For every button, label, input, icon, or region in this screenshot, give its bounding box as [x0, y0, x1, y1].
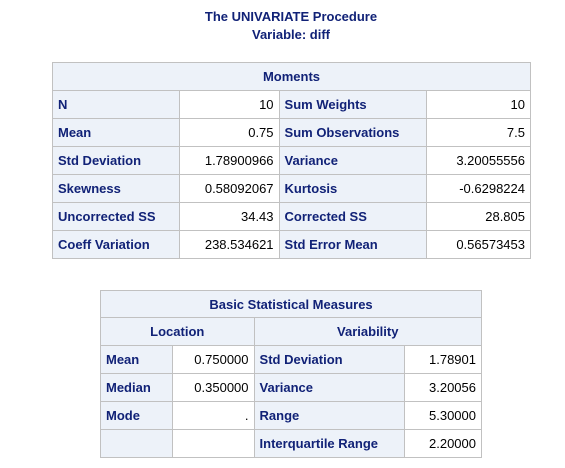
table-row: Std Deviation 1.78900966 Variance 3.2005…: [52, 146, 531, 175]
variability-value: 5.30000: [404, 401, 482, 430]
row-label: Variance: [278, 146, 428, 175]
location-value: 0.750000: [171, 345, 255, 374]
cell-value: 238.534621: [178, 230, 280, 259]
basic-measures-caption: Basic Statistical Measures: [100, 290, 482, 318]
table-row: Median 0.350000 Variance 3.20056: [100, 373, 482, 402]
row-label: Std Error Mean: [278, 230, 428, 259]
row-label: Corrected SS: [278, 202, 428, 231]
table-row: Interquartile Range 2.20000: [100, 429, 482, 458]
row-label: Std Deviation: [52, 146, 180, 175]
cell-value: 7.5: [426, 118, 531, 147]
row-label: Coeff Variation: [52, 230, 180, 259]
variability-value: 1.78901: [404, 345, 482, 374]
cell-value: 10: [426, 90, 531, 119]
moments-caption: Moments: [52, 62, 531, 91]
location-label: Median: [100, 373, 173, 402]
row-label: N: [52, 90, 180, 119]
variability-header: Variability: [253, 317, 483, 346]
table-row: N 10 Sum Weights 10: [52, 90, 531, 119]
variability-label: Variance: [253, 373, 406, 402]
cell-value: 28.805: [426, 202, 531, 231]
table-row: Coeff Variation 238.534621 Std Error Mea…: [52, 230, 531, 259]
cell-value: 3.20055556: [426, 146, 531, 175]
variability-value: 3.20056: [404, 373, 482, 402]
procedure-title: The UNIVARIATE Procedure: [204, 9, 378, 24]
variability-label: Std Deviation: [253, 345, 406, 374]
table-row: Mode . Range 5.30000: [100, 401, 482, 430]
row-label: Kurtosis: [278, 174, 428, 203]
row-label: Sum Weights: [278, 90, 428, 119]
variability-value: 2.20000: [404, 429, 482, 458]
location-label: Mode: [100, 401, 173, 430]
location-value: .: [171, 401, 255, 430]
cell-value: 0.56573453: [426, 230, 531, 259]
cell-value: 0.75: [178, 118, 280, 147]
cell-value: 1.78900966: [178, 146, 280, 175]
table-row: Uncorrected SS 34.43 Corrected SS 28.805: [52, 202, 531, 231]
row-label: Uncorrected SS: [52, 202, 180, 231]
location-label: [100, 429, 173, 458]
table-row: Skewness 0.58092067 Kurtosis -0.6298224: [52, 174, 531, 203]
cell-value: 10: [178, 90, 280, 119]
moments-table: Moments N 10 Sum Weights 10 Mean 0.75 Su…: [52, 62, 531, 259]
basic-measures-table: Basic Statistical Measures Location Vari…: [100, 290, 483, 458]
location-label: Mean: [100, 345, 173, 374]
location-header: Location: [100, 317, 255, 346]
cell-value: -0.6298224: [426, 174, 531, 203]
variability-label: Range: [253, 401, 406, 430]
variable-line: Variable: diff: [251, 27, 331, 42]
row-label: Sum Observations: [278, 118, 428, 147]
cell-value: 0.58092067: [178, 174, 280, 203]
variability-label: Interquartile Range: [253, 429, 406, 458]
row-label: Mean: [52, 118, 180, 147]
location-value: [171, 429, 255, 458]
row-label: Skewness: [52, 174, 180, 203]
table-row: Mean 0.75 Sum Observations 7.5: [52, 118, 531, 147]
procedure-title-block: The UNIVARIATE Procedure Variable: diff: [0, 8, 565, 44]
table-row: Mean 0.750000 Std Deviation 1.78901: [100, 345, 482, 374]
location-value: 0.350000: [171, 373, 255, 402]
cell-value: 34.43: [178, 202, 280, 231]
